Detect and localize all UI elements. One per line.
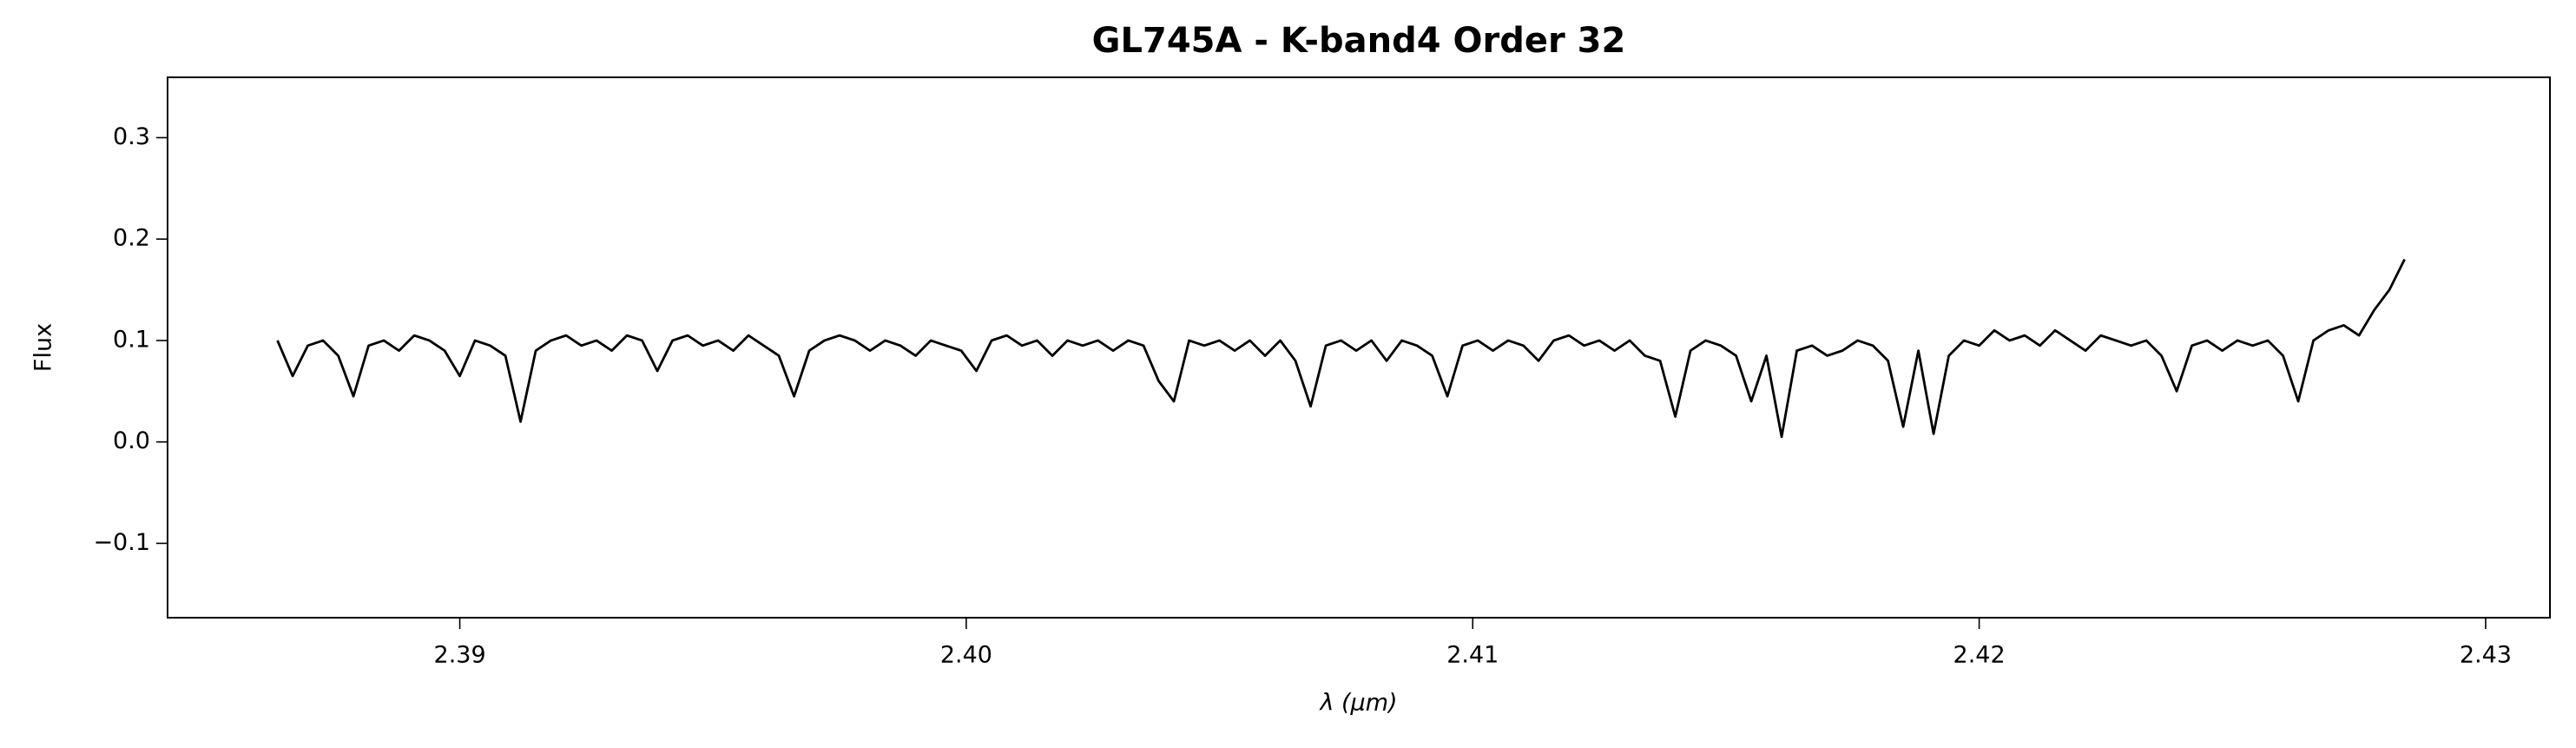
x-tick-label: 2.41 <box>1446 642 1499 669</box>
x-tick-label: 2.39 <box>434 642 486 669</box>
spectrum-line <box>276 258 2406 439</box>
y-tick-label: 0.3 <box>113 123 150 150</box>
chart-title: GL745A - K-band4 Order 32 <box>1092 21 1626 61</box>
plot-frame <box>167 76 2551 619</box>
y-tick-label: 0.0 <box>113 427 150 454</box>
y-tick-label: 0.1 <box>113 326 150 353</box>
x-axis-label: λ (μm) <box>1318 690 1397 717</box>
x-tick-label: 2.40 <box>940 642 992 669</box>
y-tick-label: 0.2 <box>113 225 150 252</box>
y-axis-label: Flux <box>30 323 57 372</box>
x-tick-label: 2.43 <box>2460 642 2512 669</box>
x-tick-label: 2.42 <box>1953 642 2006 669</box>
y-tick-label: −0.1 <box>93 529 150 556</box>
